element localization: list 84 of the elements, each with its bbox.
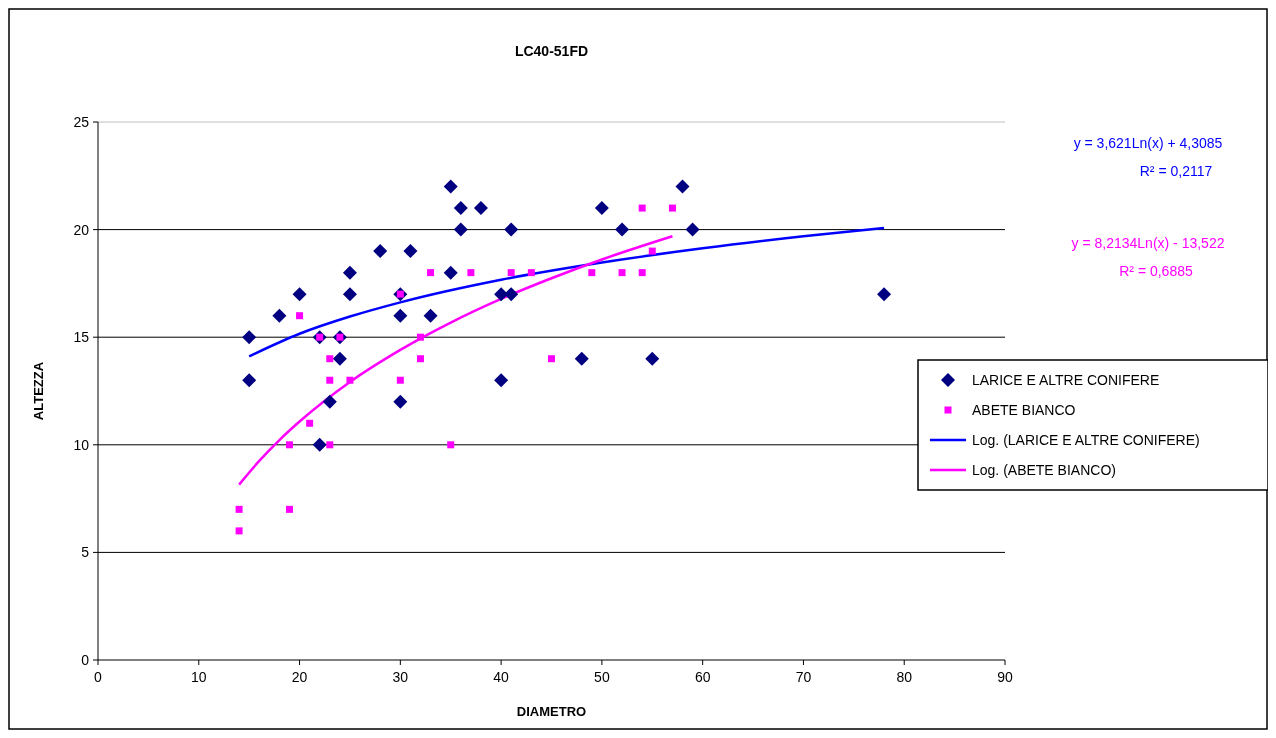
point bbox=[453, 201, 468, 216]
point bbox=[494, 287, 509, 302]
point bbox=[504, 287, 519, 302]
point bbox=[285, 505, 293, 513]
text: y = 8,2134Ln(x) - 13,522 bbox=[1071, 235, 1225, 251]
point bbox=[473, 201, 488, 216]
y-tick-label: 5 bbox=[81, 544, 90, 561]
point bbox=[648, 247, 656, 255]
point bbox=[242, 330, 257, 345]
point bbox=[675, 179, 690, 194]
point bbox=[504, 222, 519, 237]
text: R² = 0,2117 bbox=[1139, 163, 1213, 179]
point bbox=[292, 287, 307, 302]
x-tick-label: 90 bbox=[997, 669, 1013, 685]
legend-label: Log. (LARICE E ALTRE CONIFERE) bbox=[972, 432, 1200, 448]
point bbox=[416, 333, 424, 341]
point bbox=[423, 308, 438, 323]
x-tick-label: 20 bbox=[291, 669, 308, 685]
point bbox=[326, 441, 334, 449]
y-tick-label: 10 bbox=[73, 436, 90, 453]
point bbox=[645, 351, 660, 366]
point bbox=[326, 355, 334, 363]
point bbox=[443, 179, 458, 194]
point bbox=[447, 441, 455, 449]
point bbox=[615, 222, 630, 237]
point bbox=[396, 376, 404, 384]
point bbox=[393, 394, 408, 409]
point bbox=[527, 269, 535, 277]
x-tick-label: 30 bbox=[392, 669, 409, 685]
point bbox=[427, 269, 435, 277]
point bbox=[638, 269, 646, 277]
point bbox=[618, 269, 626, 277]
y-axis-title: ALTEZZA bbox=[31, 361, 46, 421]
point bbox=[322, 394, 337, 409]
x-tick-label: 0 bbox=[94, 669, 103, 685]
point bbox=[326, 376, 334, 384]
text: y = 3,621Ln(x) + 4,3085 bbox=[1073, 135, 1223, 151]
point bbox=[235, 505, 243, 513]
point bbox=[272, 308, 287, 323]
point bbox=[285, 441, 293, 449]
y-tick-label: 25 bbox=[73, 114, 90, 130]
text: R² = 0,6885 bbox=[1119, 263, 1193, 279]
line-series bbox=[247, 226, 886, 358]
legend-label: LARICE E ALTRE CONIFERE bbox=[972, 372, 1160, 388]
point bbox=[443, 265, 458, 280]
point bbox=[638, 204, 646, 212]
y-tick-label: 20 bbox=[73, 221, 90, 238]
point bbox=[507, 269, 515, 277]
legend-label: ABETE BIANCO bbox=[972, 402, 1076, 418]
legend-label: Log. (ABETE BIANCO) bbox=[972, 462, 1116, 478]
x-tick-label: 10 bbox=[190, 669, 207, 685]
point bbox=[312, 437, 327, 452]
y-tick-label: 15 bbox=[73, 329, 90, 346]
point bbox=[373, 244, 388, 259]
x-axis-title: DIAMETRO bbox=[516, 704, 587, 719]
point bbox=[342, 265, 357, 280]
point bbox=[594, 201, 609, 216]
point bbox=[235, 527, 243, 535]
point bbox=[306, 419, 314, 427]
point bbox=[393, 308, 408, 323]
point bbox=[588, 269, 596, 277]
point bbox=[494, 373, 509, 388]
chart-title: LC40-51FD bbox=[514, 43, 589, 59]
point bbox=[574, 351, 589, 366]
point bbox=[296, 312, 304, 320]
point bbox=[346, 376, 354, 384]
point bbox=[668, 204, 676, 212]
point bbox=[877, 287, 892, 302]
point bbox=[685, 222, 700, 237]
point bbox=[467, 269, 475, 277]
x-tick-label: 80 bbox=[896, 669, 913, 685]
y-tick-label: 0 bbox=[81, 652, 90, 668]
point bbox=[416, 355, 424, 363]
point bbox=[548, 355, 555, 363]
point bbox=[453, 222, 468, 237]
line-series bbox=[237, 235, 674, 486]
point bbox=[332, 351, 347, 366]
x-tick-label: 70 bbox=[795, 669, 812, 685]
point bbox=[403, 244, 418, 259]
x-tick-label: 60 bbox=[694, 669, 711, 685]
point bbox=[242, 373, 257, 388]
point bbox=[342, 287, 357, 302]
x-tick-label: 40 bbox=[493, 669, 510, 685]
x-tick-label: 50 bbox=[594, 669, 610, 685]
